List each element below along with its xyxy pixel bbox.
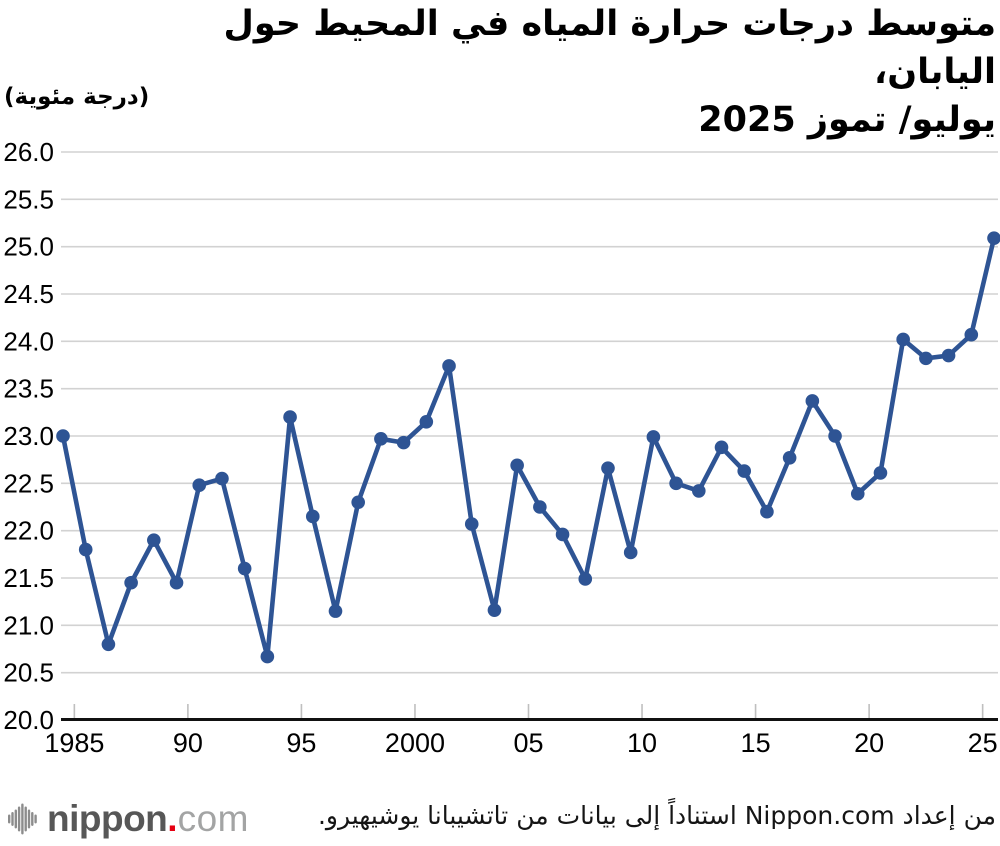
data-point bbox=[850, 486, 865, 501]
nippon-logo-text: nippon.com bbox=[47, 797, 249, 841]
data-point bbox=[941, 348, 956, 363]
data-point bbox=[351, 495, 365, 510]
data-point bbox=[533, 500, 547, 514]
data-point bbox=[555, 527, 570, 542]
data-point bbox=[283, 410, 297, 424]
data-point bbox=[578, 572, 593, 586]
y-axis-label: 24.0 bbox=[3, 326, 54, 356]
y-axis-label: 20.0 bbox=[3, 705, 54, 735]
y-axis-label: 21.0 bbox=[3, 610, 54, 640]
logo-red-dot: . bbox=[167, 798, 178, 839]
data-point bbox=[828, 429, 842, 443]
y-axis-label: 23.0 bbox=[3, 421, 54, 451]
x-axis-label: 15 bbox=[741, 728, 771, 758]
y-axis-label: 24.5 bbox=[3, 279, 54, 309]
data-point bbox=[419, 415, 434, 429]
x-axis-label: 90 bbox=[173, 728, 203, 758]
data-point bbox=[442, 359, 456, 373]
data-point bbox=[147, 533, 161, 547]
y-axis-label: 22.0 bbox=[3, 516, 54, 546]
x-axis-label: 2000 bbox=[385, 728, 445, 758]
data-point bbox=[237, 561, 252, 576]
x-axis-label: 1985 bbox=[44, 728, 104, 758]
y-axis-label: 23.5 bbox=[3, 374, 54, 404]
data-point bbox=[896, 332, 910, 347]
data-point bbox=[737, 464, 752, 478]
data-point bbox=[396, 435, 411, 450]
data-point bbox=[714, 440, 729, 455]
data-point bbox=[692, 484, 706, 498]
data-point bbox=[260, 649, 275, 664]
logo-word-com: com bbox=[177, 798, 249, 839]
data-point bbox=[374, 432, 388, 446]
data-point bbox=[215, 471, 229, 486]
data-point bbox=[782, 450, 797, 465]
data-point bbox=[919, 351, 933, 366]
y-axis-unit-label: (درجة مئوية) bbox=[4, 84, 150, 110]
data-point bbox=[760, 504, 774, 519]
y-axis-label: 25.0 bbox=[3, 232, 54, 262]
data-point bbox=[305, 509, 320, 524]
source-credit-text: من إعداد Nippon.com استناداً إلى بيانات … bbox=[317, 801, 996, 830]
y-axis-label: 20.5 bbox=[3, 658, 54, 688]
data-point bbox=[192, 478, 207, 493]
nippon-logo: nippon.com bbox=[8, 797, 249, 841]
data-point bbox=[623, 545, 638, 560]
y-axis-label: 22.5 bbox=[3, 468, 54, 498]
temperature-line-series bbox=[60, 235, 997, 659]
data-point bbox=[56, 429, 70, 443]
data-point bbox=[669, 476, 683, 491]
y-axis-label: 26.0 bbox=[3, 137, 54, 167]
data-point bbox=[124, 575, 138, 590]
x-axis-label: 10 bbox=[627, 728, 657, 758]
data-point bbox=[464, 517, 479, 531]
data-point bbox=[101, 637, 116, 652]
data-point bbox=[169, 575, 184, 590]
chart-title: متوسط درجات حرارة المياه في المحيط حول ا… bbox=[120, 0, 996, 144]
logo-word-nippon: nippon bbox=[47, 798, 168, 839]
data-point bbox=[646, 430, 661, 444]
y-axis-label: 25.5 bbox=[3, 184, 54, 214]
data-point bbox=[873, 466, 888, 480]
data-point bbox=[601, 461, 615, 475]
data-point bbox=[487, 603, 502, 617]
data-point bbox=[328, 604, 343, 618]
data-point bbox=[987, 231, 1000, 245]
x-axis-label: 05 bbox=[513, 728, 543, 758]
x-axis-label: 95 bbox=[286, 728, 316, 758]
data-point bbox=[805, 394, 820, 408]
x-axis-label: 25 bbox=[968, 728, 998, 758]
y-axis-label: 21.5 bbox=[3, 563, 54, 593]
data-point bbox=[510, 458, 524, 473]
data-point bbox=[78, 542, 93, 557]
data-point bbox=[964, 327, 979, 342]
chart-title-line2: يوليو/ تموز 2025 bbox=[698, 100, 996, 140]
soundwave-bars-icon bbox=[8, 803, 37, 835]
chart-title-line1: متوسط درجات حرارة المياه في المحيط حول ا… bbox=[223, 4, 996, 92]
x-axis-label: 20 bbox=[854, 728, 884, 758]
